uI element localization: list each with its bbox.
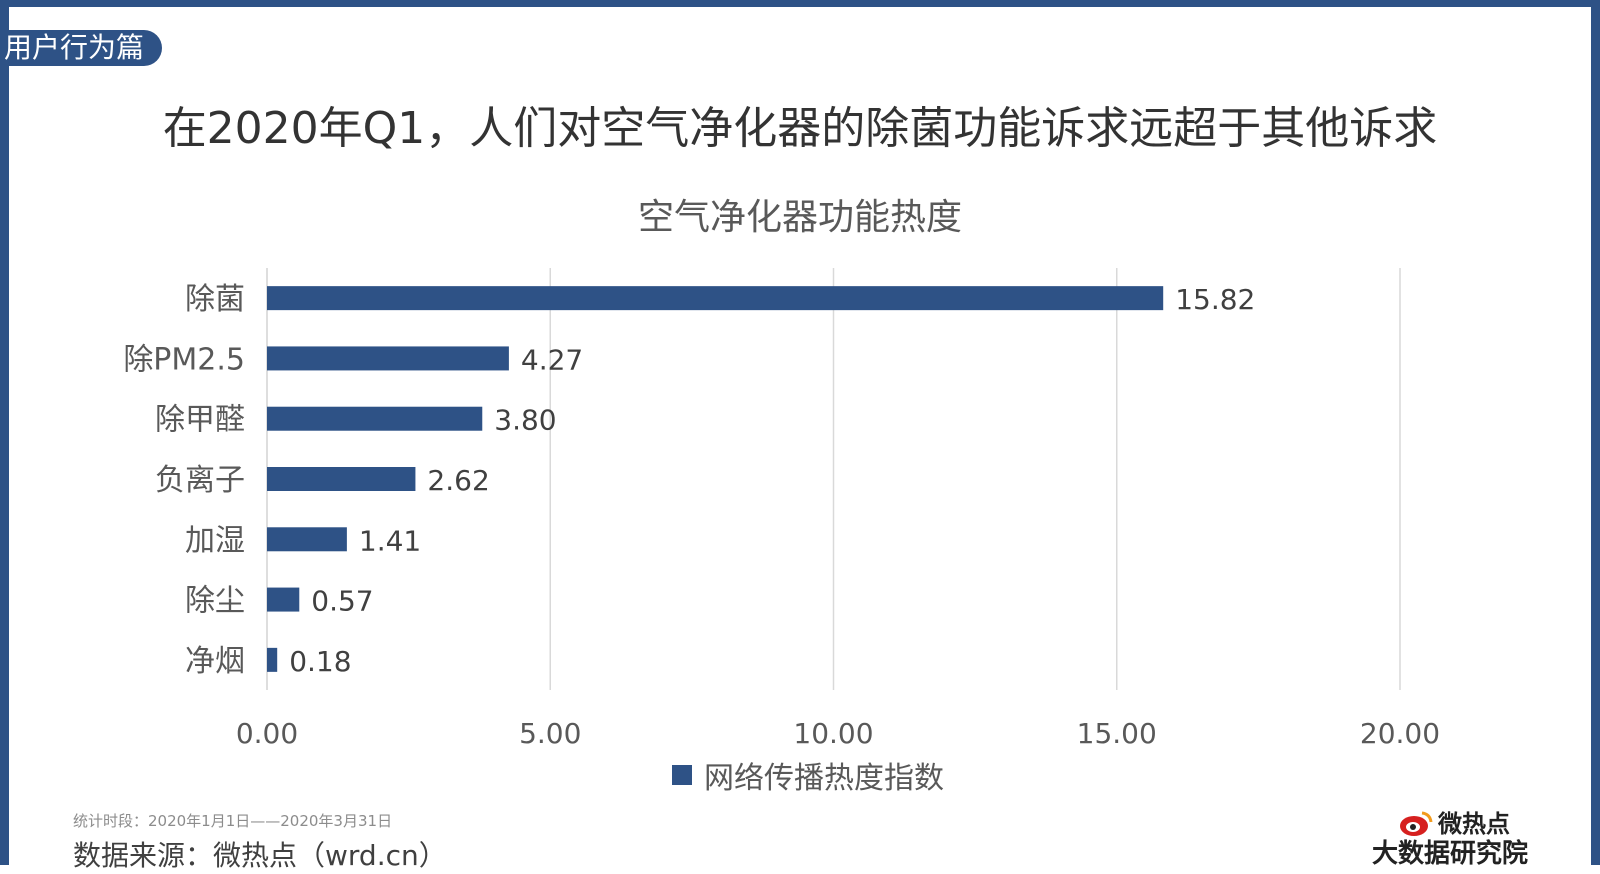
data-label-6: 0.18 [289,645,351,678]
logo-brand-name: 微热点 [1438,810,1510,838]
section-tag: 用户行为篇 [0,30,163,66]
x-tick-label-2: 10.00 [793,717,873,750]
data-label-5: 0.57 [311,585,373,618]
brand-logo: 微热点 大数据研究院 [1372,810,1542,869]
data-label-2: 3.80 [494,404,556,437]
category-label-4: 加湿 [185,523,245,558]
bar-5 [267,587,300,612]
x-tick-label-4: 20.00 [1360,717,1440,750]
bar-1 [267,346,509,371]
category-label-5: 除尘 [185,584,245,619]
bar-2 [267,406,483,431]
data-label-3: 2.62 [427,464,489,497]
chart-legend: 网络传播热度指数 [672,755,944,796]
category-label-6: 净烟 [185,644,245,679]
category-label-0: 除菌 [185,282,245,317]
legend-swatch [672,765,692,785]
bar-6 [267,647,278,672]
data-label-0: 15.82 [1175,283,1255,316]
x-tick-label-1: 5.00 [519,717,581,750]
category-label-3: 负离子 [155,463,245,498]
bar-4 [267,527,347,552]
category-label-1: 除PM2.5 [123,342,245,377]
data-label-4: 1.41 [359,524,421,557]
statistics-period: 统计时段：2020年1月1日——2020年3月31日 [73,812,393,830]
x-tick-label-0: 0.00 [236,717,298,750]
chart-title: 空气净化器功能热度 [637,197,962,238]
legend-label: 网络传播热度指数 [704,761,944,796]
data-source: 数据来源：微热点（wrd.cn） [73,839,447,872]
weibo-eye-icon [1400,811,1433,836]
page-title: 在2020年Q1，人们对空气净化器的除菌功能诉求远超于其他诉求 [162,103,1438,154]
logo-institute-name: 大数据研究院 [1372,839,1529,869]
bar-0 [267,286,1164,311]
category-label-2: 除甲醛 [155,403,245,438]
bar-3 [267,467,416,491]
data-label-1: 4.27 [521,343,583,376]
x-tick-label-3: 15.00 [1077,717,1157,750]
